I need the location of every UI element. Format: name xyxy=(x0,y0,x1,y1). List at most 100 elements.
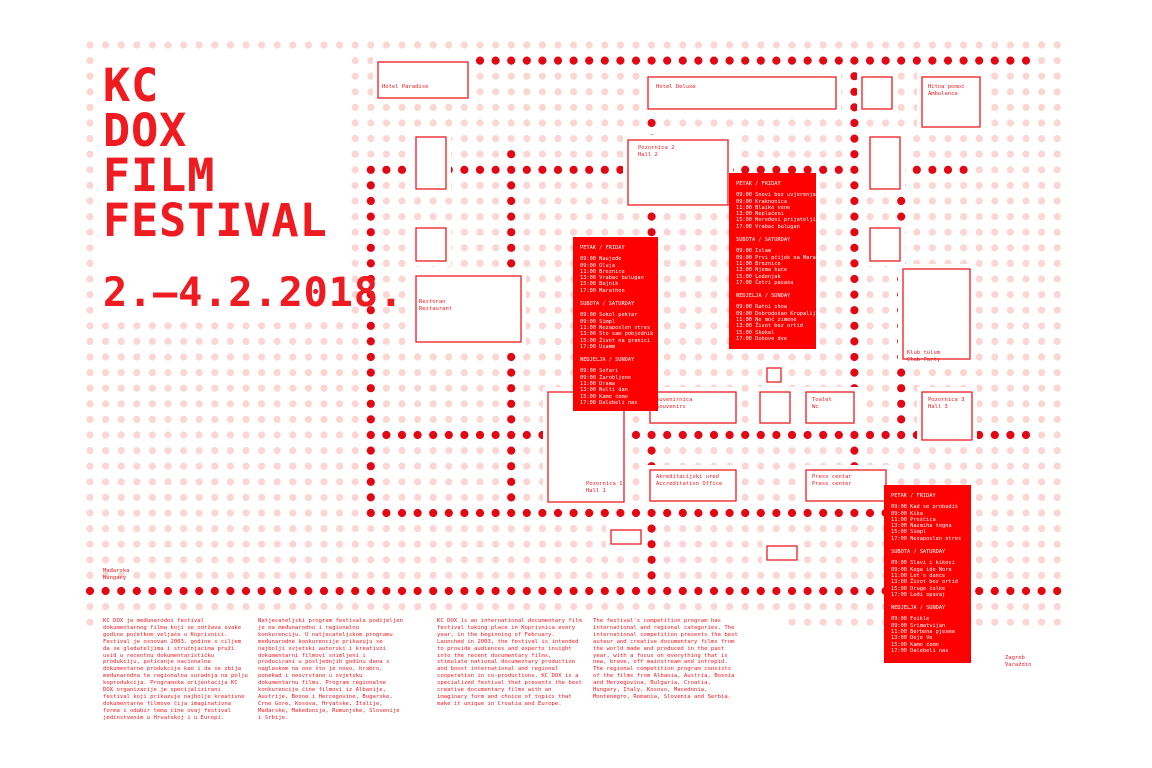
grid-dot xyxy=(476,103,484,111)
path-dot xyxy=(834,430,843,440)
grid-dot xyxy=(133,540,141,548)
grid-dot xyxy=(819,244,827,252)
grid-dot xyxy=(1006,228,1015,236)
grid-dot xyxy=(788,369,796,377)
program-3-day-2-item-2: 09:00 Koga ide Nora xyxy=(891,566,952,573)
path-dot xyxy=(366,446,375,455)
path-dot xyxy=(897,415,906,424)
grid-dot xyxy=(866,322,874,330)
path-dot xyxy=(990,430,999,440)
grid-dot xyxy=(226,525,234,533)
grid-dot xyxy=(710,259,718,267)
grid-dot xyxy=(164,556,172,564)
grid-dot xyxy=(1006,166,1015,174)
grid-dot xyxy=(554,181,562,189)
grid-dot xyxy=(882,197,890,205)
path-dot xyxy=(865,508,875,518)
grid-dot xyxy=(336,540,344,548)
grid-dot xyxy=(819,41,827,49)
grid-dot xyxy=(460,540,468,548)
path-dot xyxy=(865,586,875,596)
path-dot xyxy=(850,243,859,252)
grid-dot xyxy=(788,150,796,158)
grid-dot xyxy=(258,353,266,361)
grid-dot xyxy=(1022,41,1030,49)
program-1-day-1-item-5: 15:00 Bajnik xyxy=(580,281,619,288)
grid-dot xyxy=(460,135,468,143)
grid-dot xyxy=(414,384,422,392)
grid-dot xyxy=(819,618,827,626)
path-dot xyxy=(663,586,672,596)
grid-dot xyxy=(86,618,94,626)
grid-dot xyxy=(398,306,406,314)
grid-dot xyxy=(304,525,312,533)
grid-dot xyxy=(632,478,640,486)
path-dot xyxy=(460,430,469,440)
grid-dot xyxy=(1038,525,1046,533)
grid-dot xyxy=(398,103,406,111)
building-backdrop xyxy=(801,465,891,506)
grid-dot xyxy=(180,447,188,455)
path-dot xyxy=(600,586,609,596)
grid-dot xyxy=(585,135,593,143)
program-3-day-1-heading: PETAK / FRIDAY xyxy=(891,493,936,499)
grid-dot xyxy=(304,493,312,501)
grid-dot xyxy=(819,306,827,314)
path-dot xyxy=(850,72,859,81)
path-dot xyxy=(647,571,656,580)
path-dot xyxy=(429,430,438,440)
path-dot xyxy=(756,430,765,440)
grid-dot xyxy=(460,244,468,252)
grid-dot xyxy=(913,478,921,486)
grid-dot xyxy=(788,493,796,501)
grid-dot xyxy=(336,322,344,330)
grid-dot xyxy=(819,353,827,361)
grid-dot xyxy=(772,462,781,470)
grid-dot xyxy=(117,509,125,517)
grid-dot xyxy=(804,525,812,533)
program-3-day-1-item-6: 17:00 Nezaposlen stres xyxy=(891,535,962,542)
path-dot xyxy=(678,430,687,440)
path-dot xyxy=(366,415,375,424)
path-dot xyxy=(850,274,859,284)
path-dot xyxy=(366,212,375,221)
program-2-day-1-item-3: 11:00 Blaike vene xyxy=(736,204,791,211)
grid-dot xyxy=(928,447,937,455)
grid-dot xyxy=(538,603,547,611)
grid-dot xyxy=(632,571,640,580)
grid-dot xyxy=(1022,244,1030,252)
grid-dot xyxy=(1053,493,1061,501)
grid-dot xyxy=(866,353,874,361)
small-building-outline xyxy=(869,227,901,262)
grid-dot xyxy=(788,41,796,49)
grid-dot xyxy=(507,603,515,611)
grid-dot xyxy=(726,525,734,533)
grid-dot xyxy=(819,556,827,564)
grid-dot xyxy=(991,306,999,314)
grid-dot xyxy=(102,540,110,548)
grid-dot xyxy=(351,493,359,501)
grid-dot xyxy=(195,493,203,501)
grid-dot xyxy=(414,353,422,361)
grid-dot xyxy=(367,88,375,96)
grid-dot xyxy=(133,447,141,455)
building-backdrop xyxy=(917,387,977,445)
title-line-1: KC xyxy=(103,59,160,112)
grid-dot xyxy=(663,556,671,564)
grid-dot xyxy=(304,322,312,330)
grid-dot xyxy=(476,228,484,236)
grid-dot xyxy=(226,400,234,408)
path-dot xyxy=(819,430,828,440)
path-dot xyxy=(569,508,578,518)
path-dot xyxy=(475,508,485,518)
grid-dot xyxy=(195,462,203,470)
grid-dot xyxy=(476,556,484,564)
grid-dot xyxy=(460,119,468,127)
grid-dot xyxy=(367,540,375,548)
grid-dot xyxy=(476,72,484,80)
grid-dot xyxy=(492,244,500,252)
grid-dot xyxy=(242,571,250,580)
grid-dot xyxy=(1022,291,1030,299)
grid-dot xyxy=(523,603,531,611)
path-dot xyxy=(897,399,906,408)
